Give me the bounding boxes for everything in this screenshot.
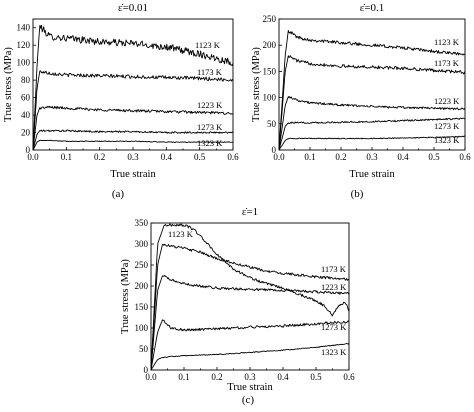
series-line-1223k [32, 105, 234, 151]
series-label: 1273 K [434, 121, 460, 131]
x-tick-label: 0.2 [94, 152, 105, 162]
y-axis-label: True stress (MPa) [3, 47, 14, 122]
x-axis-label: True strain [349, 169, 395, 180]
x-tick-label: 0.3 [127, 152, 139, 162]
series-label: 1223 K [434, 96, 460, 106]
y-tick-label: 250 [263, 14, 277, 24]
series-label: 1173 K [321, 264, 347, 274]
series-label: 1323 K [434, 135, 460, 145]
series-label: 1273 K [321, 322, 347, 332]
y-tick-label: 120 [17, 40, 31, 50]
series-line-1123k [32, 24, 234, 151]
series-line-1273k [278, 117, 466, 151]
chart-title: ε̇=1 [242, 206, 258, 218]
y-tick-label: 0 [272, 145, 277, 155]
y-tick-label: 300 [135, 239, 149, 249]
y-tick-label: 100 [17, 58, 31, 68]
chart-title: ε̇=0.01 [118, 2, 148, 14]
y-tick-label: 20 [21, 128, 31, 138]
x-tick-label: 0.0 [273, 152, 285, 162]
series-label: 1273 K [197, 122, 223, 132]
y-tick-label: 100 [263, 93, 277, 103]
series-line-1223k [150, 275, 350, 371]
series-label: 1173 K [197, 67, 223, 77]
y-tick-label: 50 [139, 344, 149, 354]
x-tick-label: 0.1 [61, 152, 72, 162]
series-line-1123k [278, 30, 466, 151]
x-tick-label: 0.5 [428, 152, 440, 162]
x-tick-label: 0.2 [211, 372, 222, 382]
x-tick-label: 0.5 [310, 372, 322, 382]
y-tick-label: 150 [135, 302, 149, 312]
x-tick-label: 0.4 [277, 372, 289, 382]
y-tick-label: 0 [26, 145, 31, 155]
x-axis-label: True strain [110, 169, 156, 180]
x-tick-label: 0.6 [459, 152, 471, 162]
x-tick-label: 0.4 [161, 152, 173, 162]
chart-panel-b: 0.0 0.1 0.2 0.3 0.4 0.5 0.6 0 50 100 150 200 250 True… [251, 2, 471, 200]
x-tick-label: 0.3 [366, 152, 378, 162]
panel-letter: (a) [112, 188, 125, 200]
y-axis-label: True stress (MPa) [251, 47, 262, 122]
x-axis-label: True strain [227, 382, 273, 393]
x-tick-label: 0.6 [227, 152, 239, 162]
y-tick-label: 80 [21, 75, 31, 85]
y-tick-label: 250 [135, 260, 149, 270]
y-tick-label: 0 [144, 365, 149, 375]
y-tick-label: 150 [263, 66, 277, 76]
y-tick-label: 140 [17, 23, 31, 33]
panel-letter: (b) [351, 188, 364, 200]
series-line-1173k [278, 55, 466, 151]
y-tick-label: 40 [21, 110, 31, 120]
chart-panel-a: 0.0 0.1 0.2 0.3 0.4 0.5 0.6 0 20 40 60 80 100 120 140 T… [3, 2, 239, 200]
series-label: 1323 K [321, 347, 347, 357]
y-tick-label: 50 [267, 119, 277, 129]
series-line-1323k [150, 342, 350, 371]
series-label: 1323 K [197, 138, 223, 148]
series-line-1323k [278, 135, 466, 151]
y-axis-label: True stress (MPa) [120, 259, 131, 334]
x-tick-label: 0.2 [335, 152, 346, 162]
series-label: 1223 K [321, 282, 347, 292]
series-label: 1123 K [195, 40, 221, 50]
y-tick-label: 200 [135, 281, 149, 291]
series-label: 1123 K [434, 37, 460, 47]
x-tick-label: 0.0 [145, 372, 157, 382]
series-line-1323k [32, 139, 234, 151]
chart-panel-c: 0.0 0.1 0.2 0.3 0.4 0.5 0.6 0 50 100 150 200 250 300 3… [120, 206, 355, 406]
panel-letter: (c) [242, 394, 255, 406]
x-tick-label: 0.1 [178, 372, 189, 382]
series-line-1173k [150, 243, 350, 371]
x-tick-label: 0.6 [343, 372, 355, 382]
series-line-1123k [150, 223, 350, 371]
x-tick-label: 0.4 [397, 152, 409, 162]
series-label: 1123 K [168, 229, 194, 239]
series-label: 1223 K [197, 100, 223, 110]
series-line-1273k [150, 319, 350, 371]
x-tick-label: 0.3 [244, 372, 256, 382]
series-line-1273k [32, 129, 234, 151]
x-tick-label: 0.0 [27, 152, 39, 162]
y-tick-label: 60 [21, 93, 31, 103]
series-line-1173k [32, 70, 234, 151]
series-label: 1173 K [434, 58, 460, 68]
x-tick-label: 0.5 [194, 152, 206, 162]
x-tick-label: 0.1 [304, 152, 315, 162]
series-line-1223k [278, 96, 466, 151]
y-tick-label: 350 [135, 218, 149, 228]
y-tick-label: 100 [135, 323, 149, 333]
chart-title: ε̇=0.1 [360, 2, 385, 14]
y-tick-label: 200 [263, 40, 277, 50]
plot-frame [150, 222, 350, 371]
